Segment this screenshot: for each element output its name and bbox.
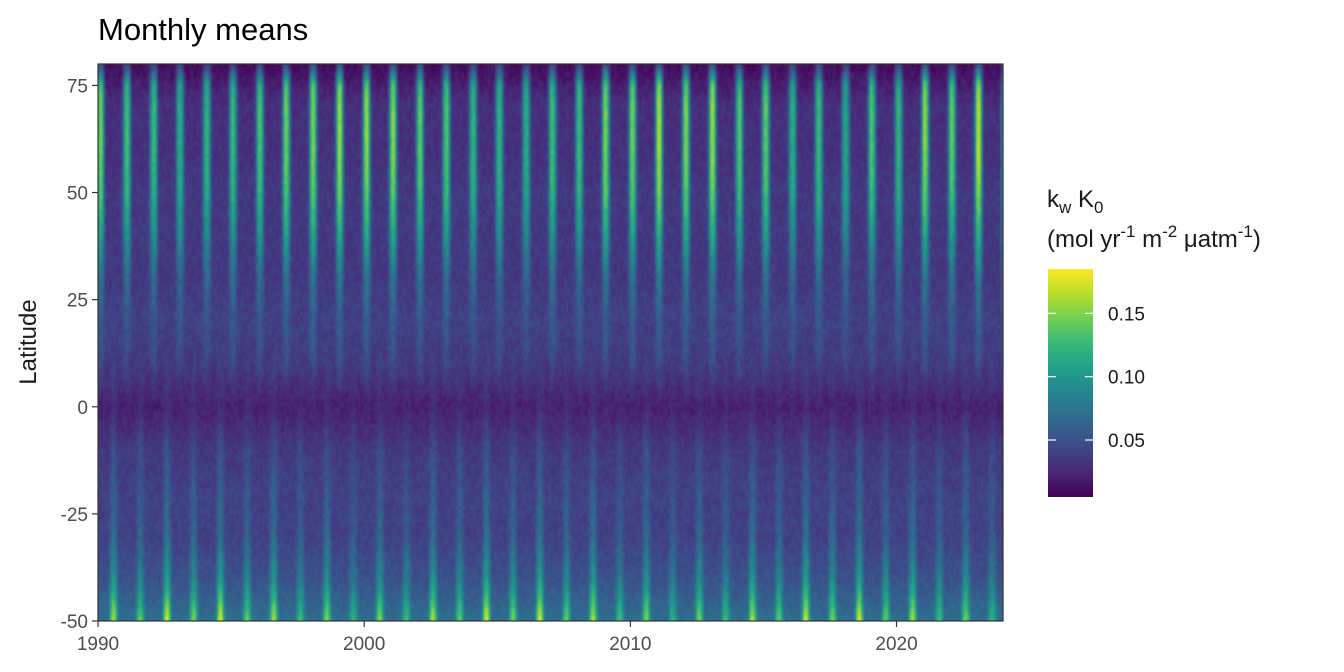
legend-title-sup-0: -1 [1120, 222, 1135, 241]
x-tick-label: 2010 [609, 634, 651, 655]
x-axis: 1990 2000 2010 2020 [77, 621, 918, 655]
legend-title-part-1: m [1135, 226, 1162, 253]
heatmap-image [98, 64, 1003, 621]
chart-title: Monthly means [98, 12, 308, 47]
x-tick-label: 2000 [343, 634, 385, 655]
y-tick-label: -25 [61, 505, 88, 526]
legend-title-part-2: μatm [1177, 226, 1238, 253]
legend-title-line1: kw K0 [1047, 186, 1103, 217]
legend-title-sup-1: -2 [1162, 222, 1177, 241]
legend-title-line2: (mol yr-1 m-2 μatm-1) [1047, 222, 1261, 253]
legend-title-sub-0: 0 [1094, 198, 1103, 217]
y-tick-label: 25 [67, 291, 88, 312]
legend-tick-label: 0.10 [1108, 368, 1145, 389]
legend-title-k: k [1047, 186, 1060, 213]
legend-title-sup-2: -1 [1238, 222, 1253, 241]
legend-tick-label: 0.15 [1108, 304, 1145, 325]
x-tick-label: 1990 [77, 634, 119, 655]
y-axis-title: Latitude [15, 299, 42, 384]
legend-tick-label: 0.05 [1108, 431, 1145, 452]
plot-panel [97, 63, 1004, 622]
legend-colorbar [1048, 269, 1093, 497]
y-tick-label: -50 [61, 612, 88, 633]
y-tick-label: 0 [77, 398, 88, 419]
legend-title-part-3: ) [1253, 226, 1261, 253]
x-tick-label: 2020 [875, 634, 917, 655]
legend-title-sub-w: w [1058, 198, 1072, 217]
panel-border [97, 63, 1004, 622]
legend-ticks: 0.05 0.10 0.15 [1048, 304, 1145, 452]
y-tick-label: 75 [67, 76, 88, 97]
legend-title-part-0: (mol yr [1047, 226, 1120, 253]
color-legend: kw K0 (mol yr-1 m-2 μatm-1) 0.050.100.15 [1047, 186, 1261, 497]
y-tick-label: 50 [67, 184, 88, 205]
y-axis: -50 -25 0 25 50 75 [61, 76, 98, 633]
legend-title-K: K [1071, 186, 1094, 213]
